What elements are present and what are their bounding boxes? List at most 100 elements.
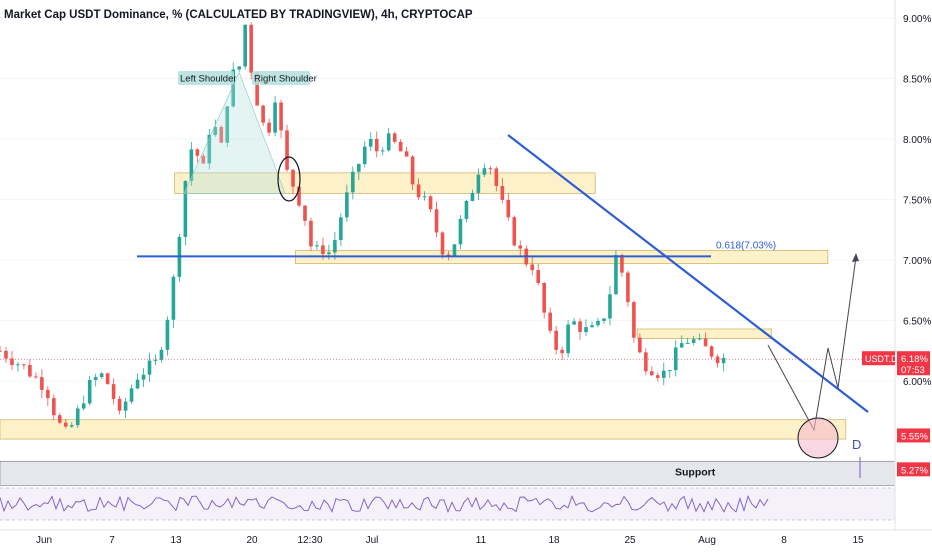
candle-body xyxy=(345,192,349,218)
candle-body xyxy=(434,209,439,233)
candle-body xyxy=(291,169,295,187)
candle-body xyxy=(530,264,535,271)
time-axis[interactable]: Jun 7 13 20 12:30 Jul 11 18 25 Aug 8 15 xyxy=(36,535,864,546)
level-tag: 5.27% xyxy=(901,465,928,476)
candle-body xyxy=(482,168,487,175)
time-tick: 13 xyxy=(170,535,182,546)
time-tick: 7 xyxy=(109,535,115,546)
projection-arrowhead xyxy=(852,253,859,262)
candle-body xyxy=(679,343,684,348)
candle-body xyxy=(608,294,612,319)
candle-body xyxy=(554,330,558,350)
price-tick: 7.50% xyxy=(903,196,931,207)
head-shoulders-pattern xyxy=(183,71,286,194)
candle-body xyxy=(225,106,230,143)
symbol-tag-bg xyxy=(862,351,895,366)
candle-body xyxy=(452,244,457,257)
candle-body xyxy=(183,180,188,237)
price-tick: 7.00% xyxy=(903,256,931,267)
price-tick: 9.00% xyxy=(903,14,931,25)
candle-body xyxy=(572,321,576,325)
candle-body xyxy=(392,133,397,142)
time-tick: 25 xyxy=(624,535,636,546)
candle-body xyxy=(440,232,445,255)
price-tick: 6.00% xyxy=(903,377,931,388)
candle-body xyxy=(249,24,253,73)
candle-body xyxy=(715,356,720,364)
candle-body xyxy=(105,373,110,385)
candle-body xyxy=(63,422,68,427)
level-tag: 5.55% xyxy=(901,431,928,442)
candle-body xyxy=(560,349,564,354)
candle-body xyxy=(87,379,92,404)
time-tick: 20 xyxy=(246,535,258,546)
candle-body xyxy=(141,374,146,380)
candle-body xyxy=(721,357,726,364)
price-labels: USDT.D 6.18%07:53 5.55% 5.27% xyxy=(862,351,930,477)
candle-body xyxy=(231,69,236,107)
candle-body xyxy=(52,398,56,416)
candle-body xyxy=(315,245,319,247)
candle-body xyxy=(261,105,265,123)
zone-2 xyxy=(636,328,772,340)
candle-body xyxy=(632,302,636,338)
projection-path xyxy=(767,256,857,432)
support-zone xyxy=(0,460,896,486)
candle-body xyxy=(129,388,134,402)
candle-body xyxy=(267,122,271,133)
candle-body xyxy=(470,192,475,201)
candle-body xyxy=(28,365,32,377)
candle-body xyxy=(123,401,128,411)
candle-body xyxy=(201,155,206,164)
candle-body xyxy=(422,196,427,198)
candle-body xyxy=(165,319,170,350)
candle-body xyxy=(279,102,283,131)
candle-body xyxy=(153,359,158,361)
price-axis-ticks: 9.00% 8.50% 8.00% 7.50% 7.00% 6.50% 6.00% xyxy=(903,14,931,388)
candle-body xyxy=(159,349,164,360)
price-tick: 6.50% xyxy=(903,317,931,328)
candle-body xyxy=(446,254,451,257)
price-tick: 8.00% xyxy=(903,135,931,146)
candle-body xyxy=(410,156,415,185)
last-price-tag-bg xyxy=(897,351,930,376)
candle-body xyxy=(703,338,708,347)
candle-body xyxy=(16,364,20,366)
candle-body xyxy=(309,220,313,247)
time-tick: Jul xyxy=(366,535,379,546)
candle-body xyxy=(357,164,361,172)
candle-body xyxy=(709,346,714,357)
candle-body xyxy=(171,276,176,320)
candle-body xyxy=(99,373,104,378)
candle-body xyxy=(4,350,8,359)
candle-body xyxy=(40,377,44,390)
candle-body xyxy=(69,425,74,427)
candle-body xyxy=(476,174,481,193)
candle-body xyxy=(135,379,140,389)
candle-body xyxy=(494,168,499,187)
candle-body xyxy=(0,350,2,352)
last-price-tag: 6.18% xyxy=(901,354,928,365)
candle-body xyxy=(596,320,600,326)
candle-body xyxy=(386,133,391,151)
candle-body xyxy=(303,205,307,221)
candle-body xyxy=(273,102,277,133)
candle-body xyxy=(518,245,523,249)
time-tick: 8 xyxy=(781,535,787,546)
level-tag-bg xyxy=(897,428,930,443)
plot-area xyxy=(0,0,895,530)
candle-body xyxy=(333,240,337,253)
candle-body xyxy=(81,403,86,409)
left-shoulder-label: Left Shoulder xyxy=(180,74,237,85)
right-shoulder-label: Right Shoulder xyxy=(254,74,317,85)
candle-body xyxy=(638,337,642,353)
candle-body xyxy=(58,415,62,423)
candle-body xyxy=(321,245,325,255)
descending-trendline xyxy=(507,134,869,413)
candle-body xyxy=(111,384,116,399)
candle-body xyxy=(75,408,80,426)
shoulder-label-bg xyxy=(178,71,234,85)
time-tick: 15 xyxy=(852,535,864,546)
candle-body xyxy=(147,360,152,375)
